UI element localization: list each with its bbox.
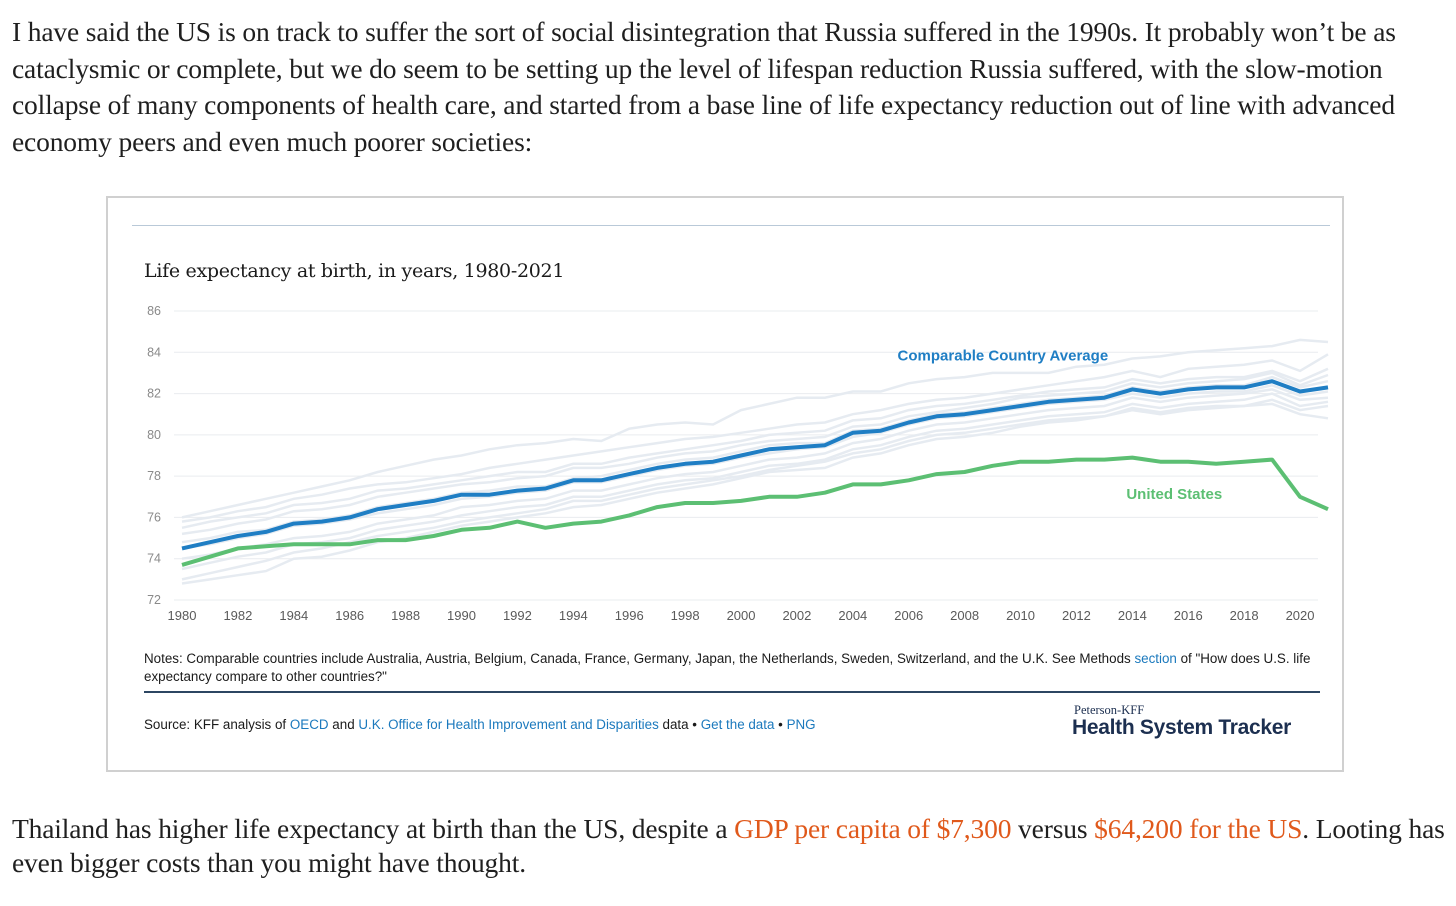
x-tick-1980: 1980 [168, 608, 197, 623]
comparable-average-line [181, 379, 1329, 551]
gdp-thailand-link[interactable]: GDP per capita of $7,300 [734, 813, 1012, 844]
source-data: data • [658, 717, 701, 732]
oecd-link[interactable]: OECD [289, 717, 329, 732]
x-tick-2012: 2012 [1062, 608, 1091, 623]
source-bullet: • [774, 717, 787, 732]
y-tick-76: 76 [147, 510, 161, 524]
y-axis-labels: 72 74 76 78 80 82 84 86 [147, 304, 161, 607]
brand-subtitle: Peterson-KFF [1074, 703, 1145, 717]
background-country-line-2 [181, 353, 1329, 523]
background-country-line-4 [181, 384, 1329, 550]
x-tick-2000: 2000 [727, 608, 756, 623]
us-label: United States [1126, 486, 1222, 503]
outro-paragraph: Thailand has higher life expectancy at b… [12, 812, 1448, 880]
background-country-line-1 [181, 338, 1329, 519]
x-tick-1990: 1990 [447, 608, 476, 623]
x-tick-1996: 1996 [615, 608, 644, 623]
get-data-link[interactable]: Get the data [700, 717, 775, 732]
background-country-line-3 [181, 371, 1329, 536]
x-tick-1986: 1986 [335, 608, 364, 623]
y-tick-72: 72 [147, 593, 161, 607]
background-country-line-5 [181, 388, 1329, 560]
background-country-line-8 [181, 402, 1329, 585]
brand-logo-text: Health System Tracker [1072, 716, 1291, 739]
y-tick-74: 74 [147, 552, 161, 566]
outro-text-versus: versus [1011, 813, 1095, 844]
x-tick-2006: 2006 [894, 608, 923, 623]
background-country-line-6 [181, 392, 1329, 571]
y-tick-80: 80 [147, 428, 161, 442]
y-tick-84: 84 [147, 345, 161, 359]
gdp-us-link[interactable]: $64,200 for the US [1094, 813, 1303, 844]
chart-title: Life expectancy at birth, in years, 1980… [144, 260, 565, 282]
x-tick-1982: 1982 [223, 608, 252, 623]
x-axis-labels: 1980 1982 1984 1986 1988 1990 1992 1994 1996 1998… [168, 608, 1315, 623]
outro-text-end: . Looting has even bigger costs than you… [12, 813, 1445, 878]
x-tick-2014: 2014 [1118, 608, 1147, 623]
background-country-line-10 [181, 367, 1329, 530]
outro-text: Thailand has higher life expectancy at b… [12, 813, 735, 844]
chart-notes: Notes: Comparable countries include Aust… [144, 650, 1324, 686]
x-tick-2008: 2008 [950, 608, 979, 623]
x-tick-1984: 1984 [279, 608, 308, 623]
background-country-line-7 [181, 398, 1329, 581]
chart-source: Source: KFF analysis of OECD and U.K. Of… [144, 717, 816, 732]
source-prefix: Source: KFF analysis of [144, 717, 290, 732]
x-tick-1992: 1992 [503, 608, 532, 623]
notes-text-end: of "How does U.S. life expectancy compar… [144, 651, 1311, 684]
x-tick-1988: 1988 [391, 608, 420, 623]
uk-office-link[interactable]: U.K. Office for Health Improvement and D… [358, 717, 659, 732]
main-series-lines [181, 379, 1329, 567]
source-and: and [328, 717, 359, 732]
png-link[interactable]: PNG [786, 717, 816, 732]
us-line [181, 455, 1329, 567]
intro-paragraph: I have said the US is on track to suffer… [12, 16, 1396, 157]
y-tick-78: 78 [147, 469, 161, 483]
x-tick-2016: 2016 [1174, 608, 1203, 623]
notes-text: Notes: Comparable countries include Aust… [144, 651, 1135, 666]
x-tick-2020: 2020 [1286, 608, 1315, 623]
line-chart: 72 74 76 78 80 82 84 86 1980 1982 1984 1986 1988 199… [147, 304, 1329, 623]
y-tick-86: 86 [147, 304, 161, 318]
x-tick-2004: 2004 [838, 608, 867, 623]
footer-divider [144, 691, 1320, 693]
x-tick-1994: 1994 [559, 608, 588, 623]
x-tick-1998: 1998 [671, 608, 700, 623]
methods-section-link[interactable]: section [1134, 651, 1177, 666]
x-tick-2002: 2002 [782, 608, 811, 623]
x-tick-2018: 2018 [1230, 608, 1259, 623]
chart-figure: Life expectancy at birth, in years, 1980… [106, 196, 1344, 772]
y-tick-82: 82 [147, 387, 161, 401]
x-tick-2010: 2010 [1006, 608, 1035, 623]
top-divider [132, 225, 1330, 226]
series-annotations: Comparable Country Average United States [898, 348, 1223, 503]
comparable-average-label: Comparable Country Average [898, 348, 1109, 365]
